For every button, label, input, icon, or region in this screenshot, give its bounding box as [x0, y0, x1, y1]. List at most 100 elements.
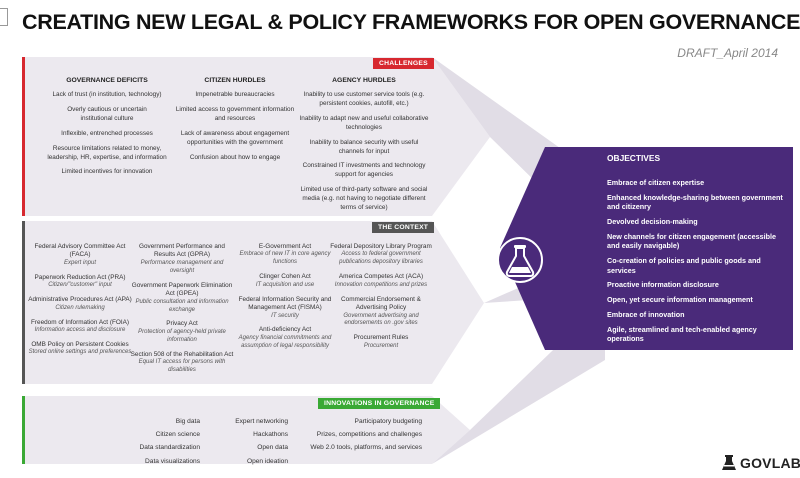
act-name: Procurement Rules	[353, 334, 409, 342]
list-item: E-Government Act Embrace of new IT in cor…	[232, 243, 338, 267]
context-column-2: Government Performance and Results Act (…	[130, 243, 234, 381]
list-item: Federal Advisory Committee Act (FACA) Exp…	[28, 243, 132, 268]
act-name: E-Government Act	[258, 243, 312, 250]
list-item: Paperwork Reduction Act (PRA) Citizen/"cu…	[28, 274, 132, 290]
objective-item: Enhanced knowledge-sharing between gover…	[607, 192, 783, 212]
act-description: Protection of agency-held private inform…	[138, 328, 226, 343]
act-name: Federal Information Security and Managem…	[238, 295, 332, 312]
list-item: Web 2.0 tools, platforms, and services	[310, 444, 422, 452]
act-description: Government advertising and endorsements …	[343, 312, 419, 327]
act-name: Freedom of Information Act (FOIA)	[30, 318, 130, 326]
act-description: Innovation competitions and prizes	[334, 281, 428, 288]
flask-icon	[722, 455, 736, 470]
objective-item: Agile, streamlined and tech-enabled agen…	[607, 324, 757, 344]
innovations-column-1: Big data Citizen science Data standardiz…	[128, 418, 200, 472]
column-heading: AGENCY HURDLES	[332, 77, 396, 84]
list-item: Data standardization	[139, 444, 200, 452]
list-item: Government Performance and Results Act (…	[130, 243, 234, 276]
list-item: Hackathons	[253, 431, 288, 439]
list-item: OMB Policy on Persistent Cookies Stored o…	[28, 341, 132, 357]
corner-mark	[0, 8, 8, 26]
act-description: Agency financial commitments and assumpt…	[238, 334, 332, 349]
act-description: Equal IT access for persons with disabil…	[138, 359, 226, 374]
list-item: Limited use of third-party software and …	[300, 186, 428, 211]
list-item: Open data	[257, 444, 288, 452]
list-item: Freedom of Information Act (FOIA) Informa…	[28, 319, 132, 335]
objective-item: Co-creation of policies and public goods…	[607, 256, 761, 275]
act-name: Federal Advisory Committee Act (FACA)	[34, 243, 126, 259]
objective-item: New channels for citizen engagement (acc…	[607, 231, 776, 251]
list-item: Big data	[175, 418, 200, 425]
list-item: Citizen science	[155, 431, 200, 439]
act-description: IT security	[271, 312, 299, 319]
page-title: CREATING NEW LEGAL & POLICY FRAMEWORKS F…	[22, 10, 800, 34]
column-heading: GOVERNANCE DEFICITS	[66, 77, 148, 84]
list-item: Federal Depository Library Program Access…	[330, 243, 432, 267]
context-column-3: E-Government Act Embrace of new IT in cor…	[232, 243, 338, 357]
list-item: Procurement Rules Procurement	[330, 334, 432, 350]
innovations-column-2: Expert networking Hackathons Open data O…	[218, 418, 288, 472]
challenges-panel	[22, 57, 490, 216]
list-item: Lack of trust (in institution, technolog…	[52, 91, 162, 99]
list-item: Data visualizations	[145, 457, 200, 465]
list-item: Inability to adapt new and useful collab…	[299, 115, 429, 131]
governance-deficits-column: GOVERNANCE DEFICITS Lack of trust (in in…	[38, 76, 176, 183]
act-name: Administrative Procedures Act (APA)	[28, 296, 132, 304]
logo-text: GOVLAB	[740, 455, 800, 471]
objectives-list: Embrace of citizen expertise Enhanced kn…	[607, 178, 785, 349]
act-name: Anti-deficiency Act	[258, 326, 312, 334]
act-description: Performance management and oversight	[140, 259, 224, 274]
act-name: Section 508 of the Rehabilitation Act	[130, 350, 234, 358]
list-item: Resource limitations related to money, l…	[47, 144, 167, 161]
objectives-heading: OBJECTIVES	[607, 153, 661, 163]
list-item: America Competes Act (ACA) Innovation com…	[330, 273, 432, 289]
list-item: Administrative Procedures Act (APA) Citiz…	[28, 296, 132, 312]
act-description: IT acquisition and use	[255, 281, 315, 288]
act-name: Commercial Endorsement & Advertising Pol…	[341, 295, 421, 312]
objective-item: Embrace of citizen expertise	[607, 178, 705, 187]
objective-item: Devolved decision-making	[607, 217, 698, 227]
list-item: Confusion about how to engage	[189, 153, 281, 161]
act-description: Citizen rulemaking	[55, 304, 105, 311]
act-description: Public consultation and information exch…	[135, 298, 229, 313]
agency-hurdles-column: AGENCY HURDLES Inability to use customer…	[297, 76, 431, 218]
act-name: OMB Policy on Persistent Cookies	[31, 340, 129, 348]
list-item: Clinger Cohen Act IT acquisition and use	[232, 273, 338, 289]
list-item: Section 508 of the Rehabilitation Act Equ…	[130, 351, 234, 375]
list-item: Limited incentives for innovation	[61, 168, 153, 176]
objective-item: Embrace of innovation	[607, 310, 685, 320]
act-name: Government Paperwork Elimination Act (GP…	[131, 281, 233, 298]
list-item: Expert networking	[235, 418, 288, 425]
list-item: Anti-deficiency Act Agency financial comm…	[232, 326, 338, 350]
list-item: Limited access to government information…	[175, 106, 295, 123]
objectives-panel	[500, 147, 793, 350]
list-item: Privacy Act Protection of agency-held pri…	[130, 320, 234, 344]
context-panel	[22, 221, 484, 384]
list-item: Government Paperwork Elimination Act (GP…	[130, 282, 234, 315]
list-item: Prizes, competitions and challenges	[316, 431, 422, 439]
context-accent-bar	[22, 221, 25, 384]
act-name: Paperwork Reduction Act (PRA)	[34, 273, 126, 281]
list-item: Inflexible, entrenched processes	[61, 129, 153, 137]
context-column-1: Federal Advisory Committee Act (FACA) Exp…	[28, 243, 132, 363]
act-name: America Competes Act (ACA)	[338, 273, 424, 281]
act-description: Procurement	[363, 342, 399, 349]
act-name: Federal Depository Library Program	[330, 243, 432, 250]
act-name: Clinger Cohen Act	[259, 273, 311, 281]
flask-icon	[505, 245, 535, 277]
innovations-accent-bar	[22, 396, 25, 464]
flask-circle	[497, 237, 543, 283]
innovations-column-3: Participatory budgeting Prizes, competit…	[300, 418, 422, 459]
act-description: Expert input	[63, 259, 97, 266]
innovations-panel	[22, 396, 470, 464]
act-name: Government Performance and Results Act (…	[139, 243, 225, 259]
list-item: Federal Information Security and Managem…	[232, 296, 338, 321]
list-item: Open ideation	[246, 457, 288, 465]
act-name: Privacy Act	[166, 320, 198, 328]
context-column-4: Federal Depository Library Program Access…	[330, 243, 432, 357]
challenges-badge: CHALLENGES	[373, 58, 434, 69]
objective-item: Proactive information disclosure	[607, 280, 719, 290]
list-item: Commercial Endorsement & Advertising Pol…	[330, 296, 432, 329]
column-heading: CITIZEN HURDLES	[204, 77, 266, 84]
